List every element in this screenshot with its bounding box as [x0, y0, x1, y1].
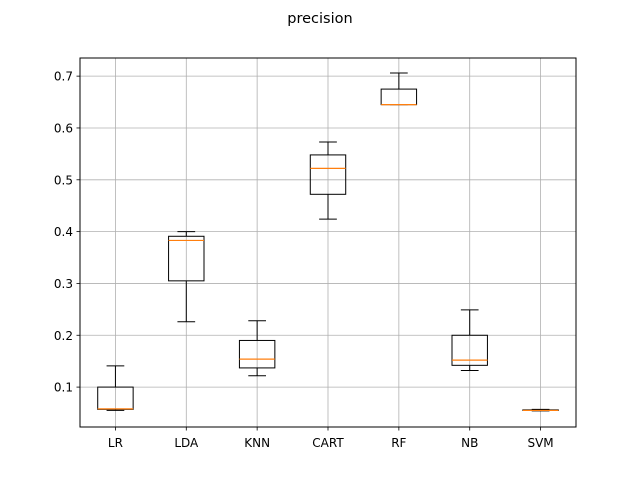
- y-tick-label: 0.3: [54, 277, 73, 291]
- axes-layer: 0.1 0.2 0.3 0.4 0.5 0.6 0.7 LR LDA KNN CART RF NB SVM: [54, 70, 554, 450]
- boxes-layer: [97, 72, 559, 412]
- box-knn: [238, 320, 276, 377]
- x-tick-label: SVM: [527, 436, 553, 450]
- x-tick-label: RF: [391, 436, 406, 450]
- box-svm: [522, 408, 559, 412]
- x-tick-label: NB: [461, 436, 478, 450]
- x-tick-label: LDA: [174, 436, 199, 450]
- y-tick-label: 0.1: [54, 381, 73, 395]
- box-nb: [451, 309, 488, 372]
- iqr-box: [168, 235, 205, 282]
- x-tick-label: CART: [312, 436, 344, 450]
- y-tick-label: 0.2: [54, 329, 73, 343]
- box-lda: [168, 231, 205, 323]
- box-cart: [309, 141, 347, 220]
- iqr-box: [309, 154, 347, 195]
- y-tick-label: 0.4: [54, 225, 73, 239]
- grid-lines: [80, 58, 576, 427]
- box-lr: [97, 365, 134, 411]
- y-tick-label: 0.7: [54, 70, 73, 84]
- x-tick-label: KNN: [244, 436, 270, 450]
- y-tick-label: 0.6: [54, 121, 73, 135]
- iqr-box: [451, 334, 488, 366]
- iqr-box: [238, 339, 276, 369]
- y-tick-label: 0.5: [54, 173, 73, 187]
- x-tick-label: LR: [108, 436, 123, 450]
- box-rf: [380, 72, 418, 106]
- chart-title: precision: [287, 11, 352, 27]
